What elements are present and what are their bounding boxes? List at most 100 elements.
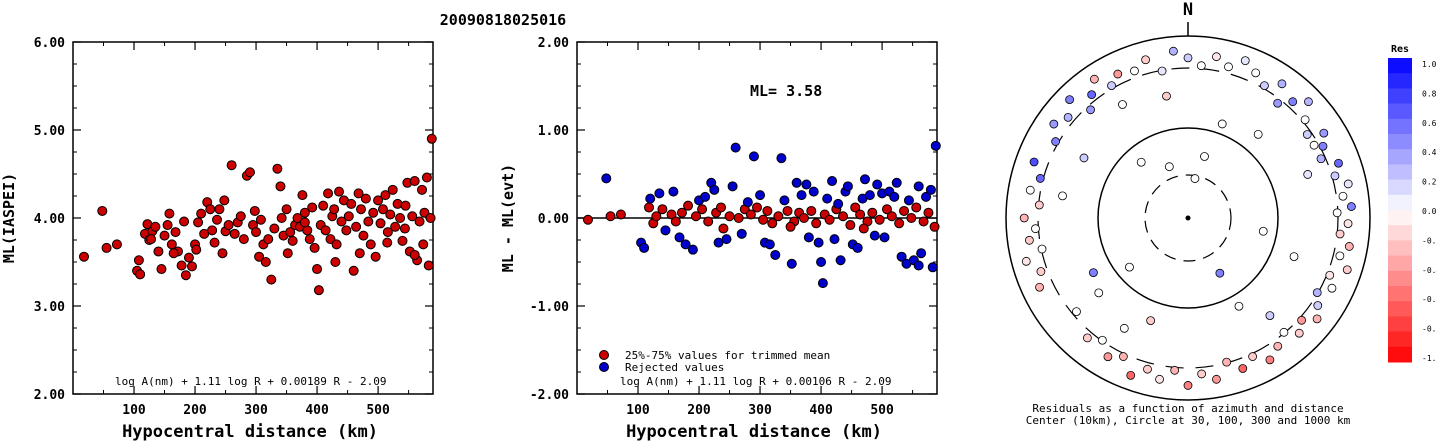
station-marker bbox=[1325, 270, 1335, 280]
data-point bbox=[727, 181, 738, 192]
figure-title: 20090818025016 bbox=[440, 11, 566, 29]
colorbar-tick-label: -1.0 bbox=[1422, 354, 1437, 363]
station-marker bbox=[1217, 119, 1227, 129]
data-point bbox=[773, 211, 784, 222]
data-point bbox=[78, 251, 89, 262]
station-marker bbox=[1334, 158, 1343, 168]
station-marker bbox=[1024, 235, 1034, 245]
station-marker bbox=[1197, 369, 1207, 379]
data-point bbox=[779, 195, 790, 206]
station-marker bbox=[1260, 81, 1269, 91]
data-point bbox=[827, 176, 838, 187]
data-point bbox=[605, 211, 616, 222]
polar-residual-plot: N Residuals as a function of azimuth and… bbox=[1005, 0, 1371, 427]
data-point bbox=[330, 257, 341, 267]
data-point bbox=[409, 176, 420, 187]
station-marker bbox=[1196, 61, 1206, 71]
data-point bbox=[346, 198, 357, 209]
data-point bbox=[111, 239, 122, 250]
colorbar-tick-label: 0.2 bbox=[1422, 178, 1437, 187]
station-marker bbox=[1119, 323, 1129, 333]
station-marker bbox=[1258, 226, 1268, 236]
x-tick-label: 200 bbox=[687, 403, 711, 418]
station-marker bbox=[1130, 66, 1139, 76]
data-point bbox=[755, 190, 766, 201]
station-marker bbox=[1335, 251, 1345, 261]
data-point bbox=[414, 216, 425, 227]
legend-label-rejected: Rejected values bbox=[625, 361, 724, 374]
data-point bbox=[417, 184, 428, 195]
data-point bbox=[235, 211, 246, 222]
data-point bbox=[282, 248, 293, 259]
station-marker bbox=[1238, 364, 1248, 373]
colorbar-tick-label: 0.6 bbox=[1422, 119, 1437, 128]
data-point bbox=[382, 227, 393, 238]
data-point bbox=[312, 264, 323, 275]
station-marker bbox=[1035, 282, 1044, 292]
colorbar-tick-label: 1.0 bbox=[1422, 60, 1437, 69]
data-point bbox=[146, 234, 157, 245]
data-point bbox=[226, 160, 237, 171]
data-point bbox=[891, 177, 902, 188]
station-marker bbox=[1141, 55, 1151, 65]
data-point bbox=[762, 205, 773, 216]
data-point bbox=[207, 225, 218, 236]
data-point bbox=[869, 230, 880, 241]
center-point bbox=[1185, 215, 1191, 221]
data-point bbox=[238, 234, 249, 245]
station-group bbox=[1019, 46, 1356, 390]
data-point bbox=[380, 190, 391, 201]
station-marker bbox=[1265, 355, 1275, 365]
data-point bbox=[860, 174, 870, 185]
x-axis-label: Hypocentral distance (km) bbox=[626, 422, 882, 441]
station-marker bbox=[1253, 129, 1263, 139]
data-point bbox=[287, 235, 298, 246]
colorbar-swatch bbox=[1388, 103, 1412, 120]
station-marker bbox=[1146, 316, 1156, 326]
y-axis-label: ML(IASPEI) bbox=[0, 173, 18, 263]
y-axis-label: ML - ML(evt) bbox=[499, 164, 517, 272]
data-point bbox=[687, 244, 698, 255]
data-point bbox=[269, 223, 280, 234]
station-marker bbox=[1058, 191, 1067, 201]
data-point bbox=[824, 214, 835, 225]
legend-label-trimmed: 25%-75% values for trimmed mean bbox=[625, 349, 830, 362]
tick-group: 100 200 300 400 500 6.00 5.00 4.00 3.00 2.00 bbox=[34, 36, 433, 418]
station-marker bbox=[1277, 79, 1287, 89]
data-point bbox=[767, 218, 778, 229]
data-point bbox=[400, 200, 411, 211]
data-point bbox=[297, 190, 308, 201]
station-marker bbox=[1155, 374, 1164, 384]
station-marker bbox=[1086, 105, 1095, 115]
data-point bbox=[927, 262, 938, 273]
data-point bbox=[343, 211, 354, 222]
colorbar-tick-label: 0.8 bbox=[1422, 89, 1437, 98]
data-point bbox=[808, 186, 819, 197]
station-marker bbox=[1347, 202, 1356, 211]
data-point bbox=[645, 193, 656, 204]
data-point bbox=[133, 255, 144, 266]
data-point bbox=[348, 265, 359, 276]
data-point bbox=[385, 209, 396, 220]
station-marker bbox=[1107, 81, 1116, 91]
data-point bbox=[249, 205, 260, 216]
data-point bbox=[309, 242, 320, 253]
formula-label: log A(nm) + 1.11 log R + 0.00189 R - 2.0… bbox=[115, 375, 387, 388]
data-point bbox=[336, 216, 347, 227]
colorbar-swatch bbox=[1388, 255, 1412, 272]
data-point bbox=[407, 211, 418, 222]
data-point bbox=[903, 195, 914, 206]
station-marker bbox=[1103, 352, 1113, 362]
station-marker bbox=[1302, 130, 1312, 139]
data-point bbox=[911, 202, 922, 213]
data-point bbox=[700, 191, 711, 202]
station-marker bbox=[1118, 100, 1127, 109]
data-point bbox=[660, 225, 671, 236]
colorbar-swatch bbox=[1388, 134, 1412, 150]
data-point bbox=[683, 200, 694, 211]
colorbar-title: Res bbox=[1391, 44, 1409, 55]
station-marker bbox=[1342, 265, 1352, 275]
data-point bbox=[676, 207, 687, 218]
data-point bbox=[668, 186, 679, 197]
data-point bbox=[323, 188, 334, 199]
